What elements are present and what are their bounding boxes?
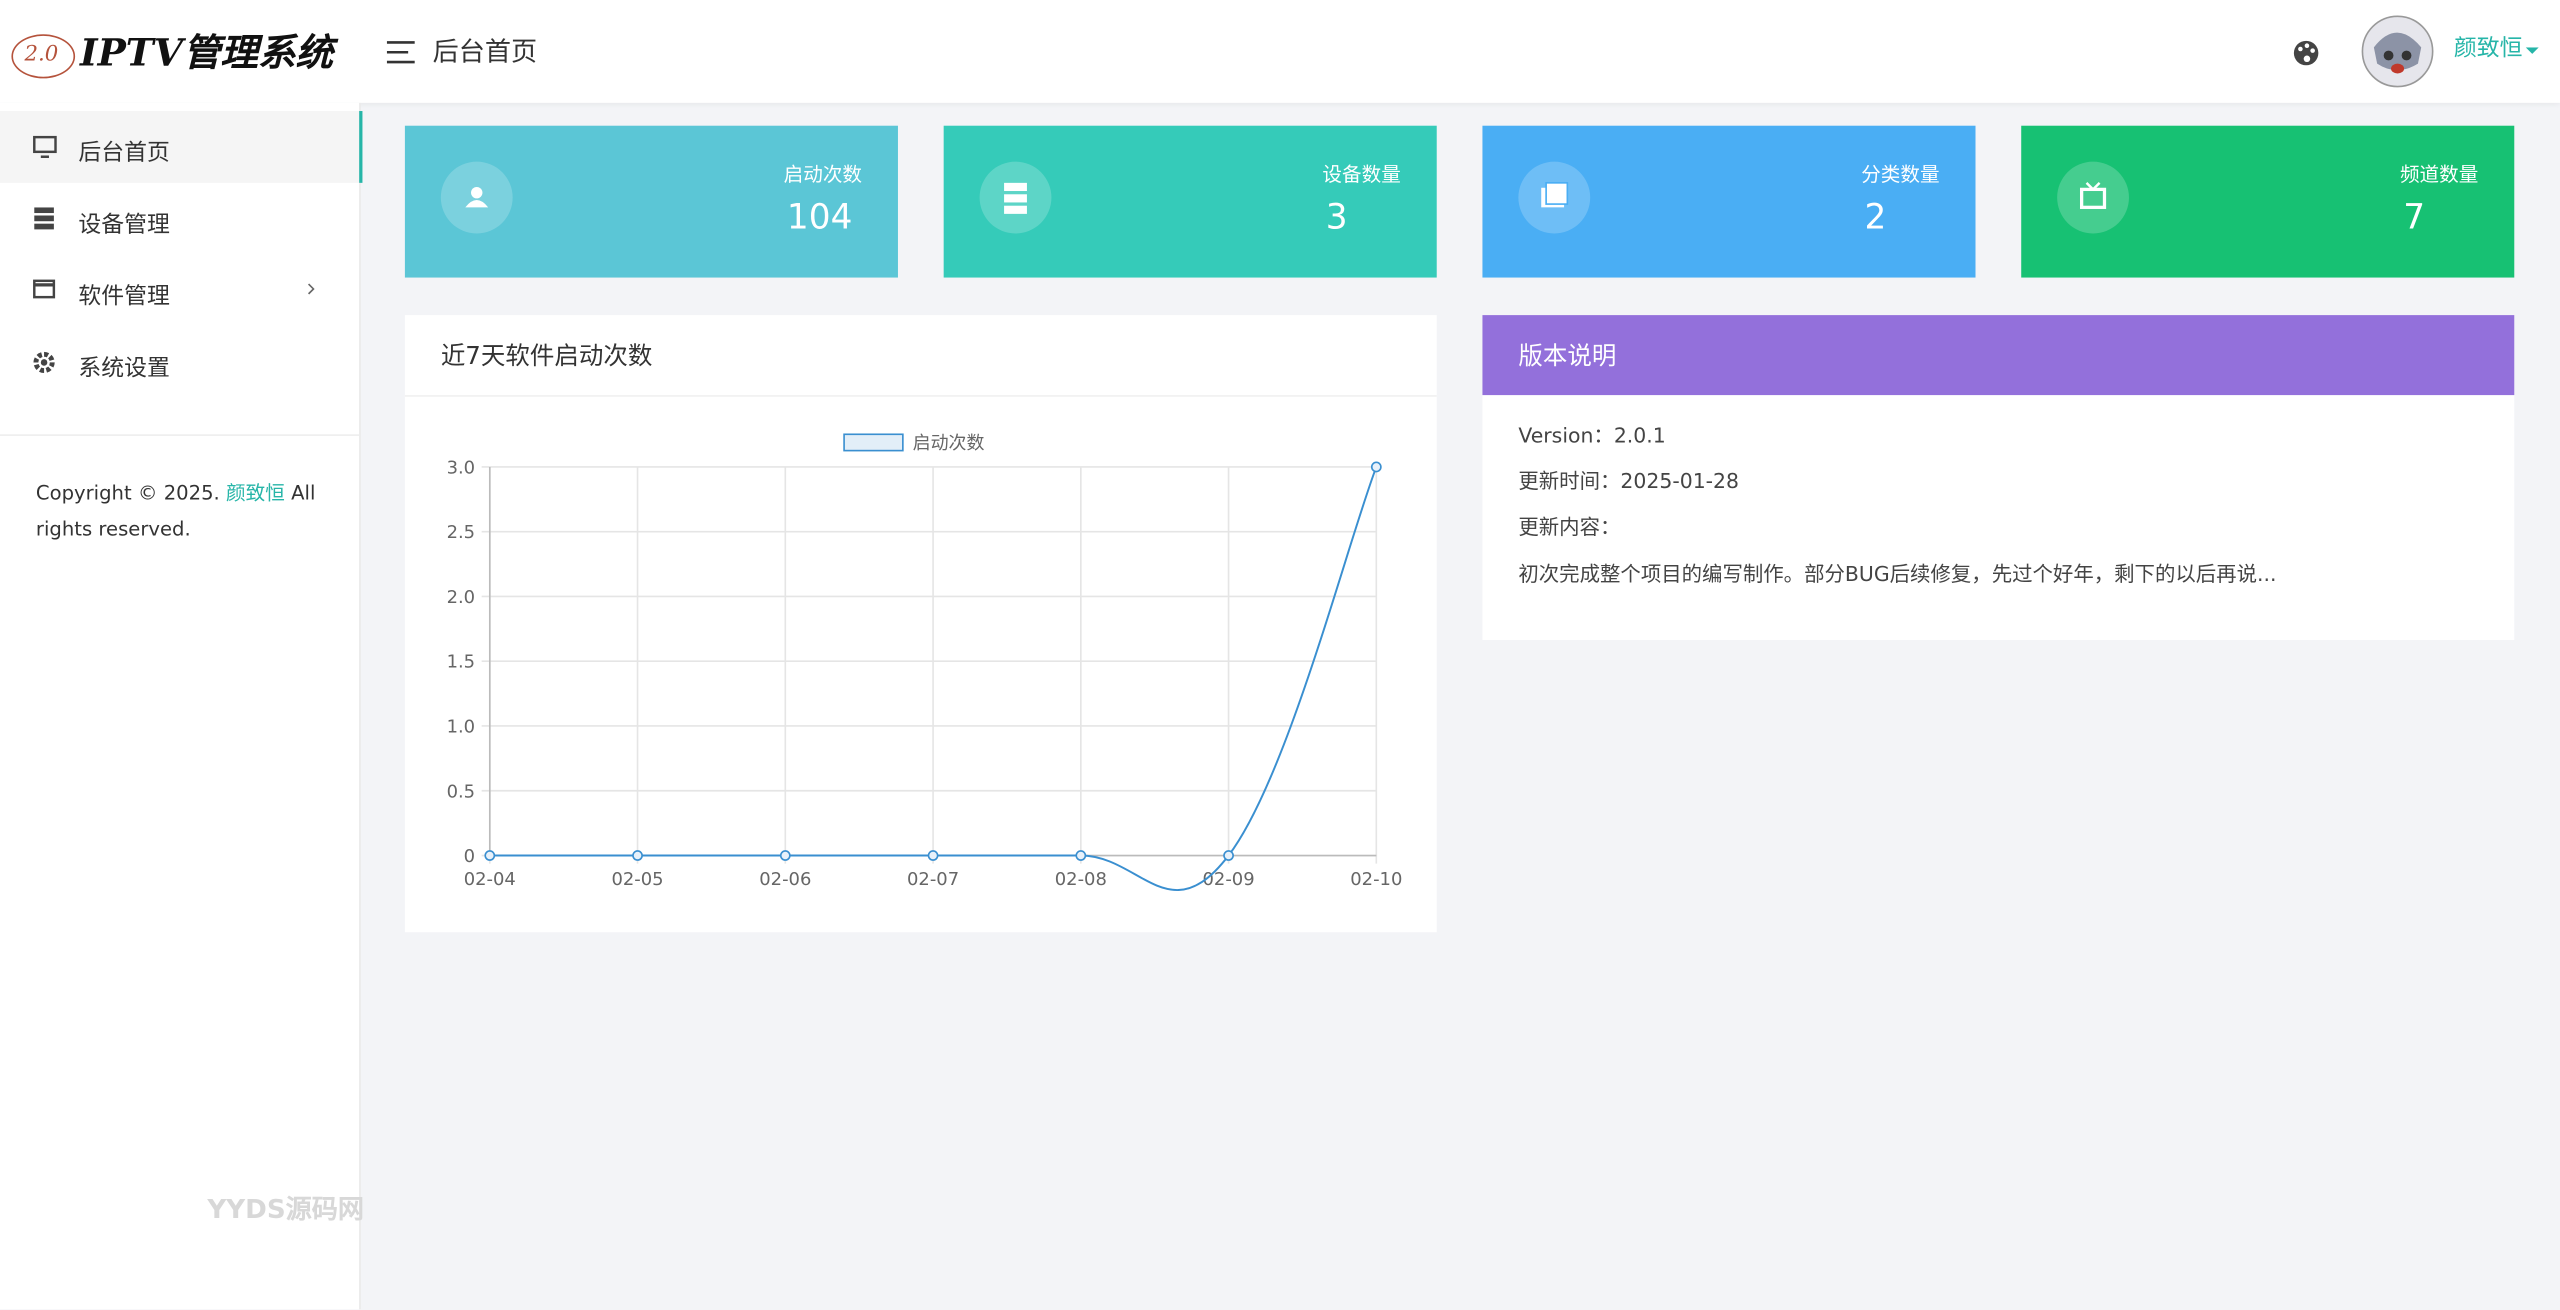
stat-icon [2057, 161, 2129, 234]
watermark: YYDS源码网 [207, 1193, 365, 1225]
x-tick-label: 02-07 [907, 869, 959, 890]
point [1075, 850, 1087, 861]
copyright-prefix: Copyright © 2025. [35, 481, 220, 505]
stat-value: 2 [1864, 197, 1887, 237]
stat-label: 启动次数 [783, 163, 863, 187]
version-title: 版本说明 [1518, 341, 1617, 371]
x-tick-label: 02-04 [464, 869, 516, 890]
point [1370, 461, 1382, 473]
avatar[interactable] [2361, 15, 2434, 88]
point [632, 850, 643, 861]
menu-icon [33, 351, 55, 374]
point [1223, 850, 1234, 861]
menu-item[interactable]: 软件管理 [0, 255, 359, 327]
divider [404, 395, 1437, 397]
y-tick-label: 0 [464, 846, 475, 867]
chart: 02-04 02-05 02-06 02-07 02-08 02-09 02-10 0 0.5 1… [447, 433, 1402, 891]
stat-value: 7 [2403, 197, 2426, 237]
menu-item[interactable]: 设备管理 [0, 183, 359, 255]
stat-icon [440, 161, 513, 234]
copyright-suffix: All rights reserved. [35, 481, 316, 541]
logo-badge-text: 2.0 [24, 42, 59, 67]
stat-card: 频道数量 7 [2021, 125, 2515, 278]
copyright: Copyright © 2025. 颜致恒 All rights reserve… [36, 475, 330, 547]
y-tick-label: 2.0 [447, 587, 476, 608]
y-tick-label: 1.5 [447, 652, 476, 673]
point [927, 850, 939, 861]
stat-icon [1518, 161, 1591, 234]
menu-item[interactable]: 后台首页 [0, 111, 363, 183]
chart-card: 近7天软件启动次数 02-04 02-05 02-06 02-07 02-08 02-09… [404, 315, 1437, 933]
theme-icon[interactable] [2292, 39, 2320, 67]
point [484, 850, 496, 861]
menu-icon [33, 279, 56, 299]
divider [0, 434, 360, 436]
logo-badge [11, 34, 76, 79]
menu-toggle[interactable] [385, 39, 418, 65]
point [779, 850, 791, 861]
user-caret[interactable] [2525, 47, 2539, 55]
logo-text: IPTV管理系统 [79, 31, 334, 76]
menu-label: 设备管理 [78, 212, 170, 239]
y-tick-label: 2.5 [447, 522, 476, 543]
x-tick-label: 02-09 [1203, 869, 1255, 890]
menu-icon [34, 207, 54, 230]
stat-card: 设备数量 3 [943, 125, 1437, 278]
stat-label: 频道数量 [2399, 163, 2479, 187]
legend-swatch [843, 433, 904, 452]
x-tick-label: 02-05 [611, 869, 663, 890]
version-card: 版本说明 Version：2.0.1 更新时间：2025-01-28 更新内容：… [1482, 315, 2515, 640]
version-line: 更新时间：2025-01-28 [1518, 468, 1740, 494]
menu-label: 软件管理 [78, 284, 170, 311]
y-tick-label: 0.5 [447, 781, 476, 802]
x-tick-label: 02-06 [759, 869, 811, 890]
menu-label: 后台首页 [78, 140, 170, 167]
header: 2.0 IPTV管理系统 后台首页 颜致恒 [0, 0, 2560, 103]
line [489, 466, 1378, 891]
stat-card: 分类数量 2 [1482, 125, 1976, 278]
menu-item[interactable]: 系统设置 [0, 327, 359, 399]
menu-icon [33, 135, 57, 158]
stat-label: 设备数量 [1322, 163, 1401, 187]
stat-value: 104 [786, 197, 853, 237]
user-name[interactable]: 颜致恒 [2453, 35, 2523, 63]
stat-label: 分类数量 [1861, 163, 1940, 187]
menu-arrow [307, 283, 315, 295]
y-tick-label: 3.0 [447, 457, 476, 478]
copyright-author[interactable]: 颜致恒 [226, 481, 285, 505]
chart-card-title: 近7天软件启动次数 [440, 341, 653, 371]
x-tick-label: 02-08 [1055, 869, 1107, 890]
version-line: Version：2.0.1 [1518, 422, 1666, 448]
stat-icon [979, 161, 1052, 234]
sidebar: 后台首页 设备管理 软件管理 系统设置 Copyright © 2025. 颜致… [0, 102, 363, 1310]
page-title: 后台首页 [432, 35, 538, 67]
legend-label: 启动次数 [913, 433, 985, 454]
version-line: 更新内容： [1518, 514, 1621, 539]
version-line: 初次完成整个项目的编写制作。部分BUG后续修复，先过个好年，剩下的以后再说... [1518, 561, 2277, 587]
y-tick-label: 1.0 [447, 717, 476, 738]
menu-label: 系统设置 [78, 355, 170, 383]
x-tick-label: 02-10 [1350, 869, 1402, 890]
stat-card: 启动次数 104 [404, 125, 898, 278]
version-header [1482, 315, 2515, 396]
stat-value: 3 [1325, 197, 1348, 237]
